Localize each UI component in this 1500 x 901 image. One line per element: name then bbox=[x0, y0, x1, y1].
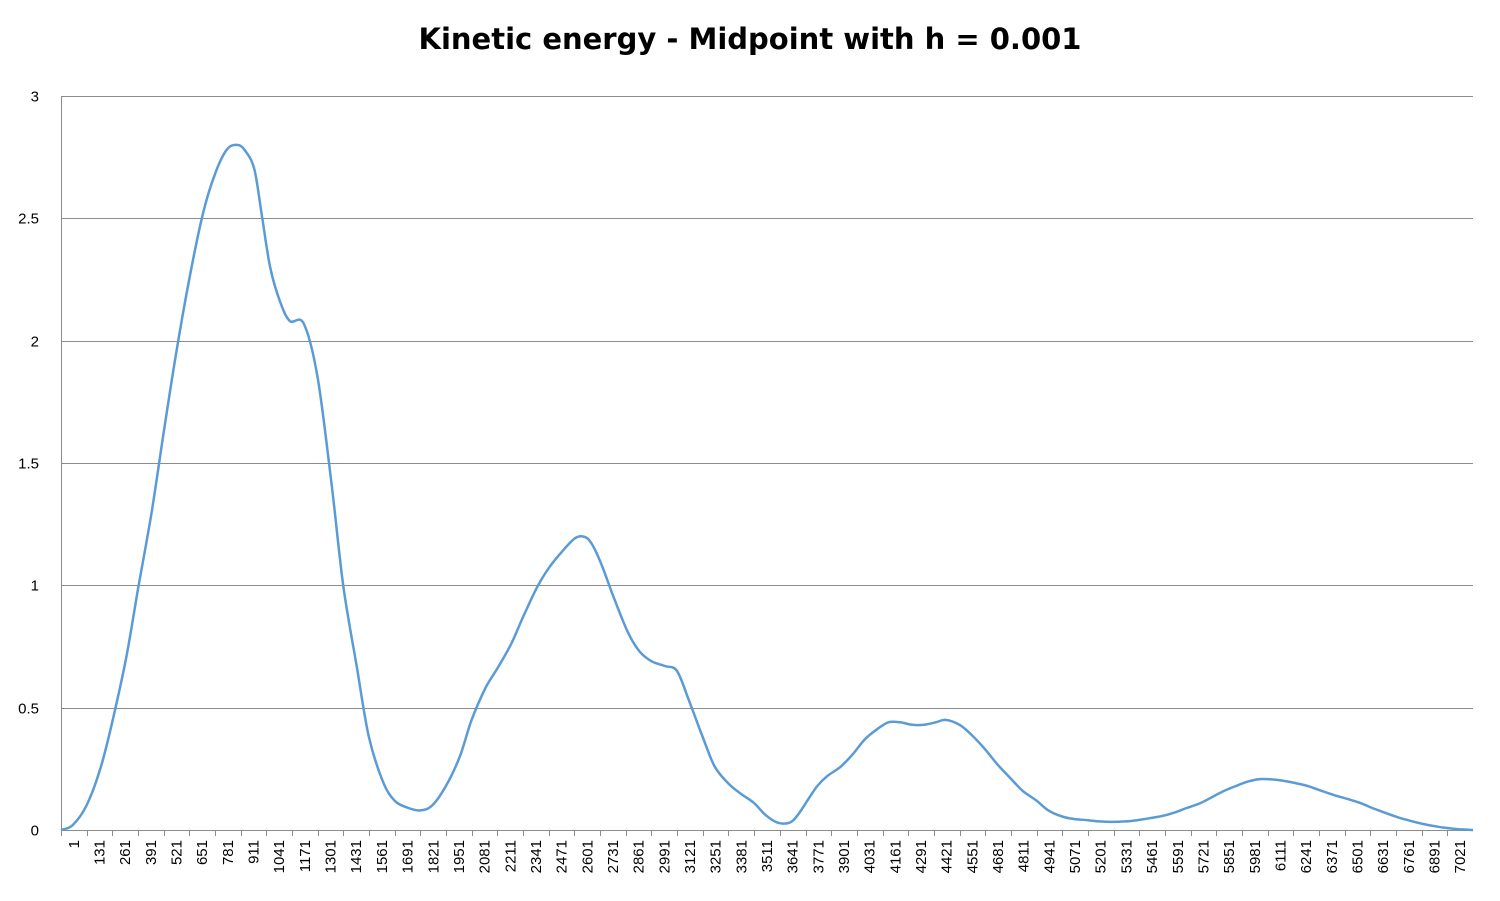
x-tick-label: 4421 bbox=[939, 840, 956, 873]
x-tick-label: 7021 bbox=[1452, 840, 1469, 873]
x-tick-label: 1041 bbox=[271, 840, 288, 873]
axes bbox=[61, 96, 1473, 836]
x-tick-label: 5981 bbox=[1247, 840, 1264, 873]
series-line bbox=[60, 143, 1474, 832]
y-tick-label: 0 bbox=[31, 823, 39, 840]
x-tick-label: 3381 bbox=[733, 840, 750, 873]
x-tick-label: 2601 bbox=[579, 840, 596, 873]
x-tick-label: 5201 bbox=[1093, 840, 1110, 873]
x-tick-label: 6891 bbox=[1426, 840, 1443, 873]
x-tick-label: 5591 bbox=[1170, 840, 1187, 873]
gridlines bbox=[61, 96, 1473, 709]
x-tick-label: 3511 bbox=[759, 840, 776, 872]
x-tick-label: 1301 bbox=[323, 840, 340, 873]
x-tick-label: 2341 bbox=[528, 840, 545, 873]
series-layer bbox=[60, 143, 1474, 832]
x-tick-label: 6631 bbox=[1375, 840, 1392, 873]
x-tick-label: 5721 bbox=[1195, 840, 1212, 873]
x-tick-label: 4681 bbox=[990, 840, 1007, 873]
x-tick-label: 2731 bbox=[605, 840, 622, 873]
x-tick-label: 1561 bbox=[374, 840, 391, 873]
x-tick-label: 521 bbox=[169, 840, 186, 865]
x-tick-label: 781 bbox=[220, 840, 237, 865]
x-tick-label: 1951 bbox=[451, 840, 468, 873]
x-tick-label: 3251 bbox=[708, 840, 725, 873]
x-tick-label: 391 bbox=[143, 840, 160, 865]
x-tick-label: 5331 bbox=[1118, 840, 1135, 873]
y-tick-labels: 0 0.5 1 1.5 2 2.5 3 bbox=[18, 89, 39, 840]
x-tick-label: 2081 bbox=[477, 840, 494, 873]
x-tick-label: 5851 bbox=[1221, 840, 1238, 873]
x-tick-label: 2861 bbox=[631, 840, 648, 873]
x-tick-label: 4291 bbox=[913, 840, 930, 873]
x-tick-label: 2471 bbox=[554, 840, 571, 873]
x-tick-label: 6111 bbox=[1272, 840, 1289, 871]
x-tick-label: 4161 bbox=[887, 840, 904, 873]
x-tick-label: 6501 bbox=[1349, 840, 1366, 873]
x-tick-label: 6241 bbox=[1298, 840, 1315, 873]
x-tick-label: 5071 bbox=[1067, 840, 1084, 873]
y-tick-label: 2 bbox=[31, 334, 39, 351]
y-tick-label: 3 bbox=[31, 89, 39, 106]
x-tick-label: 5461 bbox=[1144, 840, 1161, 873]
y-tick-label: 1.5 bbox=[18, 456, 39, 473]
y-tick-label: 1 bbox=[31, 578, 39, 595]
x-tick-label: 1821 bbox=[425, 840, 442, 873]
x-tick-label: 911 bbox=[246, 840, 263, 864]
x-tick-label: 2211 bbox=[502, 840, 519, 872]
x-tick-label: 3771 bbox=[810, 840, 827, 873]
x-tick-labels: 1 131 261 391 521 651 781 911 1041 1171 1301 1431 15… bbox=[66, 840, 1469, 873]
y-tick-label: 0.5 bbox=[18, 701, 39, 718]
x-tick-label: 2991 bbox=[656, 840, 673, 873]
x-tick-label: 6761 bbox=[1401, 840, 1418, 873]
x-tick-label: 261 bbox=[117, 840, 134, 865]
chart-title: Kinetic energy - Midpoint with h = 0.001 bbox=[418, 22, 1082, 56]
x-tick-label: 131 bbox=[92, 840, 109, 865]
x-tick-label: 1171 bbox=[297, 840, 314, 872]
x-tick-label: 4031 bbox=[862, 840, 879, 873]
x-tick-label: 651 bbox=[194, 840, 211, 865]
x-tick-label: 4811 bbox=[1016, 840, 1033, 872]
x-tick-label: 4551 bbox=[964, 840, 981, 873]
x-tick-label: 1431 bbox=[348, 840, 365, 873]
y-tick-label: 2.5 bbox=[18, 211, 39, 228]
x-tick-label: 4941 bbox=[1041, 840, 1058, 873]
x-tick-label: 6371 bbox=[1324, 840, 1341, 873]
x-tick-label: 1 bbox=[66, 840, 83, 848]
x-tick-label: 3641 bbox=[785, 840, 802, 873]
x-tick-label: 1691 bbox=[400, 840, 417, 873]
x-tick-label: 3901 bbox=[836, 840, 853, 873]
x-tick-label: 3121 bbox=[682, 840, 699, 873]
